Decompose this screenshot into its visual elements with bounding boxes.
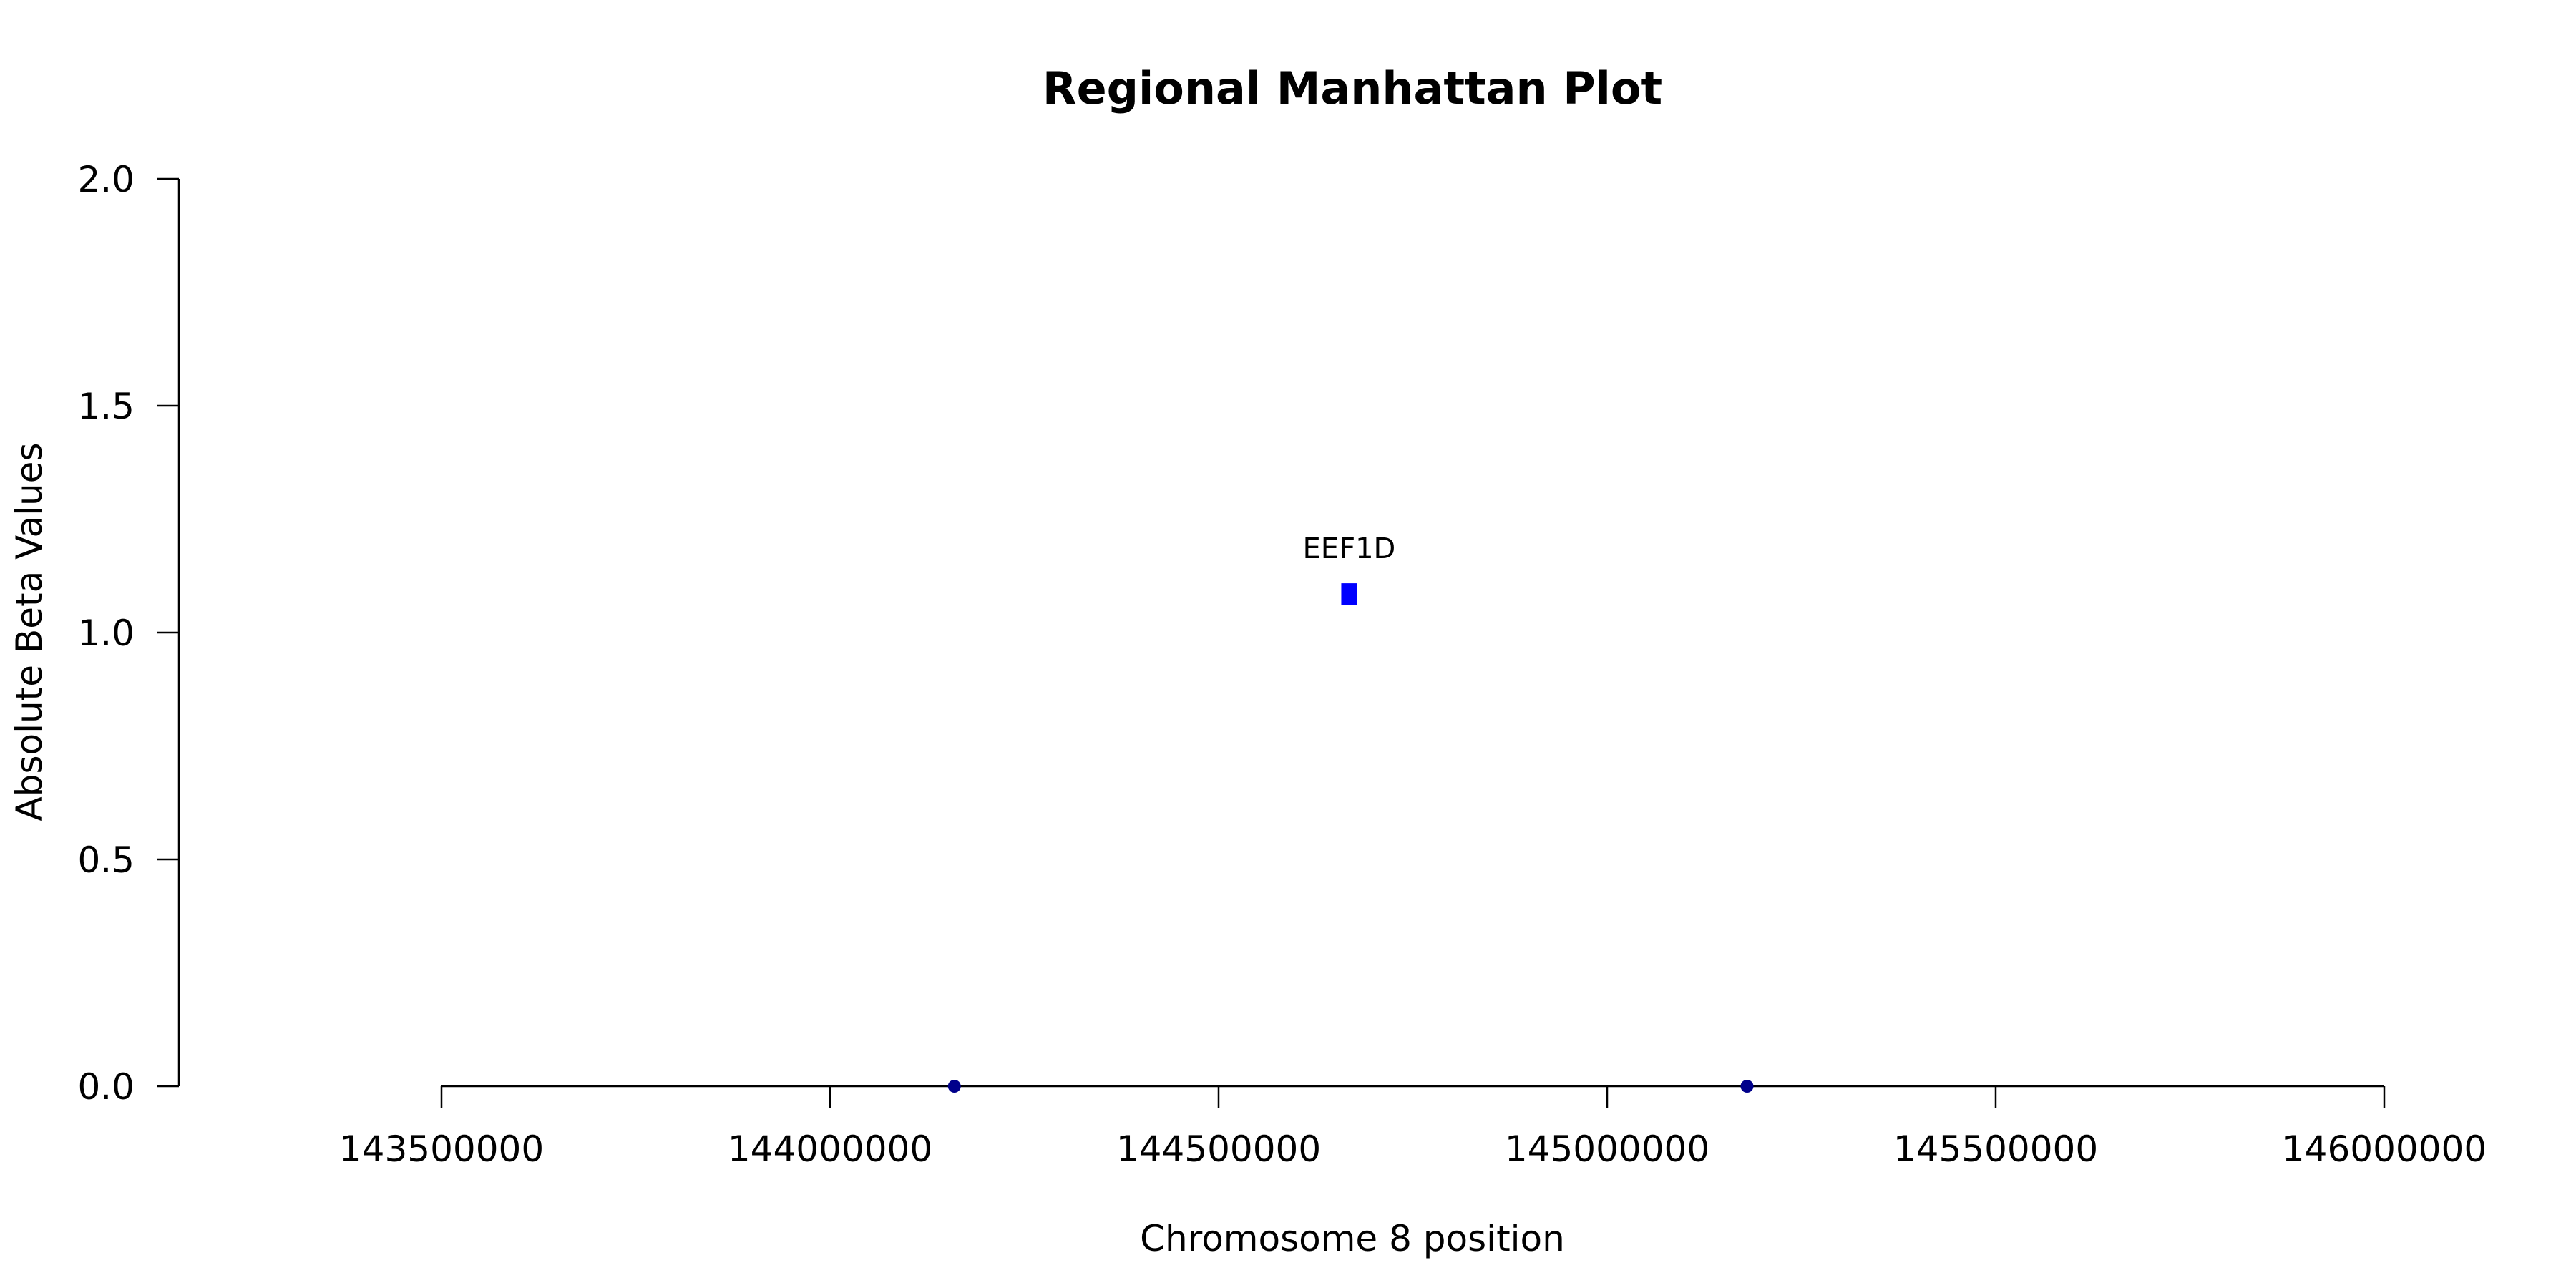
y-axis: 0.0 0.5 1.0 1.5 2.0: [77, 159, 180, 1108]
x-tick-label: 144000000: [728, 1128, 932, 1170]
x-axis-title: Chromosome 8 position: [1140, 1218, 1565, 1259]
x-axis: 143500000 144000000 144500000 145000000 1455…: [339, 1085, 2487, 1170]
x-tick-label: 145000000: [1505, 1128, 1709, 1170]
chart-title: Regional Manhattan Plot: [1043, 62, 1662, 114]
x-tick-label: 145500000: [1893, 1128, 2098, 1170]
y-axis-title: Absolute Beta Values: [9, 443, 50, 821]
data-points: [947, 583, 1754, 1093]
x-tick-label: 146000000: [2282, 1128, 2487, 1170]
x-tick-label: 143500000: [339, 1128, 544, 1170]
data-point: [1341, 583, 1357, 605]
y-tick-label: 1.0: [77, 613, 135, 654]
y-tick-label: 2.0: [77, 159, 135, 200]
y-tick-label: 1.5: [77, 386, 135, 427]
x-tick-label: 144500000: [1116, 1128, 1321, 1170]
data-point: [1740, 1080, 1754, 1093]
y-tick-label: 0.0: [77, 1066, 135, 1108]
y-tick-label: 0.5: [77, 839, 135, 881]
point-annotations: EEF1D: [1303, 532, 1396, 565]
data-point: [947, 1080, 961, 1093]
point-label: EEF1D: [1303, 532, 1396, 565]
